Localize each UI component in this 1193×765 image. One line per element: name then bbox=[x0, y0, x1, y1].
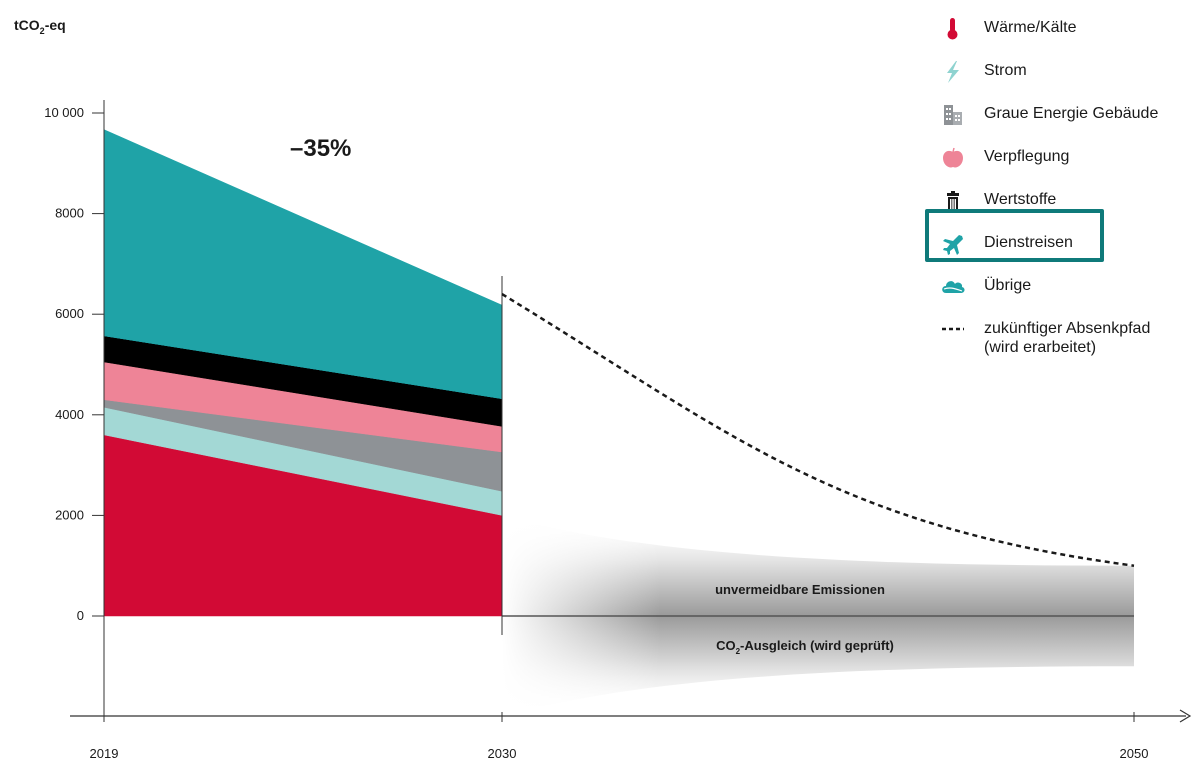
lightning-icon bbox=[940, 61, 966, 83]
y-tick-label: 0 bbox=[77, 608, 84, 623]
legend-label: Graue Energie Gebäude bbox=[984, 105, 1159, 122]
y-tick-label: 10 000 bbox=[44, 105, 84, 120]
legend-label: Wärme/Kälte bbox=[984, 19, 1077, 36]
future-path bbox=[501, 293, 1135, 567]
legend-label: Verpflegung bbox=[984, 148, 1070, 165]
reduction-label: –35% bbox=[290, 135, 351, 162]
legend-item-verpflegung: Verpflegung bbox=[940, 135, 1190, 178]
y-tick-label: 4000 bbox=[55, 407, 84, 422]
airplane-icon bbox=[940, 233, 966, 255]
legend: Wärme/Kälte Strom Graue Energie Gebäude … bbox=[940, 6, 1190, 367]
apple-icon bbox=[940, 147, 966, 169]
compensation-label: CO2-Ausgleich (wird geprüft) bbox=[716, 638, 894, 656]
x-tick-label: 2019 bbox=[90, 746, 119, 761]
x-axis-arrow bbox=[1179, 709, 1192, 723]
legend-label: Dienstreisen bbox=[984, 234, 1073, 251]
axis-ticks: 10 000 8000 6000 4000 2000 0 2019 2030 2050 bbox=[44, 105, 1148, 761]
y-tick-label: 2000 bbox=[55, 507, 84, 522]
unavoidable-label: unvermeidbare Emissionen bbox=[715, 582, 885, 597]
legend-label: Übrige bbox=[984, 277, 1032, 294]
axes bbox=[70, 100, 1192, 723]
legend-label: Wertstoffe bbox=[984, 191, 1057, 208]
trash-icon bbox=[940, 190, 966, 212]
legend-item-waerme: Wärme/Kälte bbox=[940, 6, 1190, 49]
cloud-icon bbox=[940, 276, 966, 298]
dienstreisen-highlight-box bbox=[925, 209, 1104, 262]
legend-label: Strom bbox=[984, 62, 1027, 79]
y-tick-label: 8000 bbox=[55, 206, 84, 221]
future-bands bbox=[502, 510, 1134, 722]
future-path-line bbox=[501, 293, 1135, 567]
legend-item-absenkpfad: zukünftiger Absenkpfad (wird erarbeitet) bbox=[940, 307, 1190, 367]
x-tick-label: 2050 bbox=[1120, 746, 1149, 761]
y-tick-label: 6000 bbox=[55, 306, 84, 321]
legend-item-strom: Strom bbox=[940, 49, 1190, 92]
legend-item-uebrige: Übrige bbox=[940, 264, 1190, 307]
legend-label: zukünftiger Absenkpfad (wird erarbeitet) bbox=[984, 320, 1151, 356]
legend-item-wertstoffe: Wertstoffe bbox=[940, 178, 1190, 221]
stacked-areas bbox=[103, 129, 503, 617]
building-icon bbox=[940, 104, 966, 126]
x-tick-label: 2030 bbox=[488, 746, 517, 761]
dashed-line-icon bbox=[940, 319, 966, 341]
legend-item-graue-energie: Graue Energie Gebäude bbox=[940, 92, 1190, 135]
y-unit-label: tCO2-eq bbox=[14, 17, 66, 36]
thermometer-icon bbox=[940, 18, 966, 40]
legend-item-dienstreisen: Dienstreisen bbox=[940, 221, 1190, 264]
